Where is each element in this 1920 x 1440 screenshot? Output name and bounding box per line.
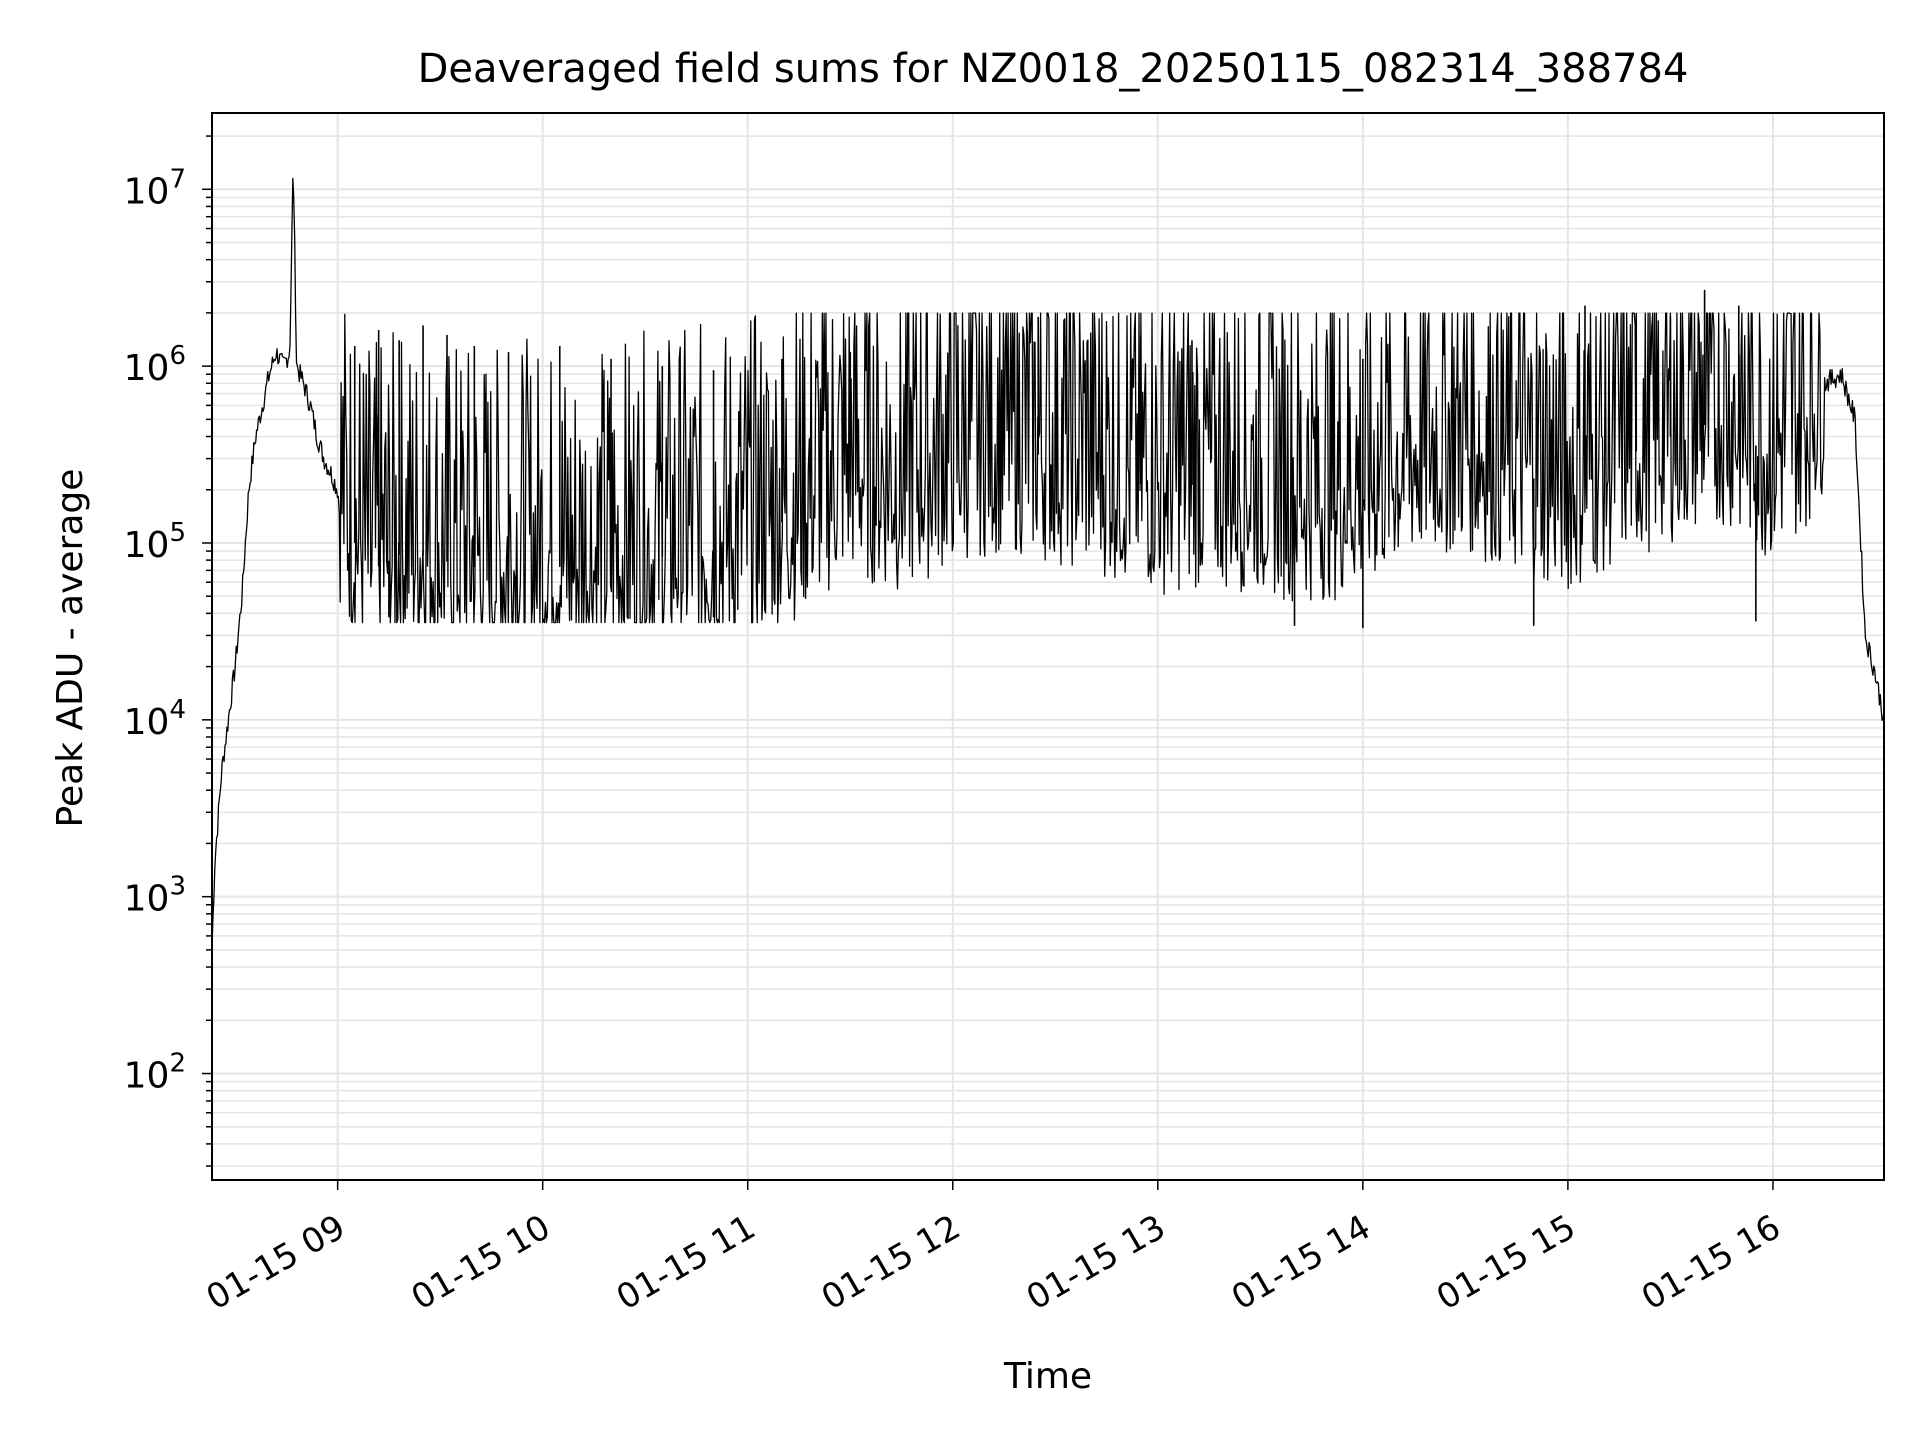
y-tick-label: 107 bbox=[124, 164, 186, 212]
y-tick-label: 105 bbox=[124, 518, 186, 566]
y-tick-label: 103 bbox=[124, 872, 186, 920]
plot-frame bbox=[211, 112, 1885, 1181]
y-tick-label: 102 bbox=[124, 1049, 186, 1097]
chart-title: Deaveraged field sums for NZ0018_2025011… bbox=[418, 46, 1689, 92]
y-axis: 102 103 104 105 106 107 bbox=[124, 135, 212, 1167]
series-path bbox=[211, 177, 1885, 951]
x-axis-label: Time bbox=[1003, 1356, 1092, 1397]
y-tick-label: 106 bbox=[124, 341, 186, 389]
y-axis-label: Peak ADU - average bbox=[50, 469, 91, 828]
series-line bbox=[211, 177, 1885, 951]
y-tick-label: 104 bbox=[124, 695, 186, 743]
